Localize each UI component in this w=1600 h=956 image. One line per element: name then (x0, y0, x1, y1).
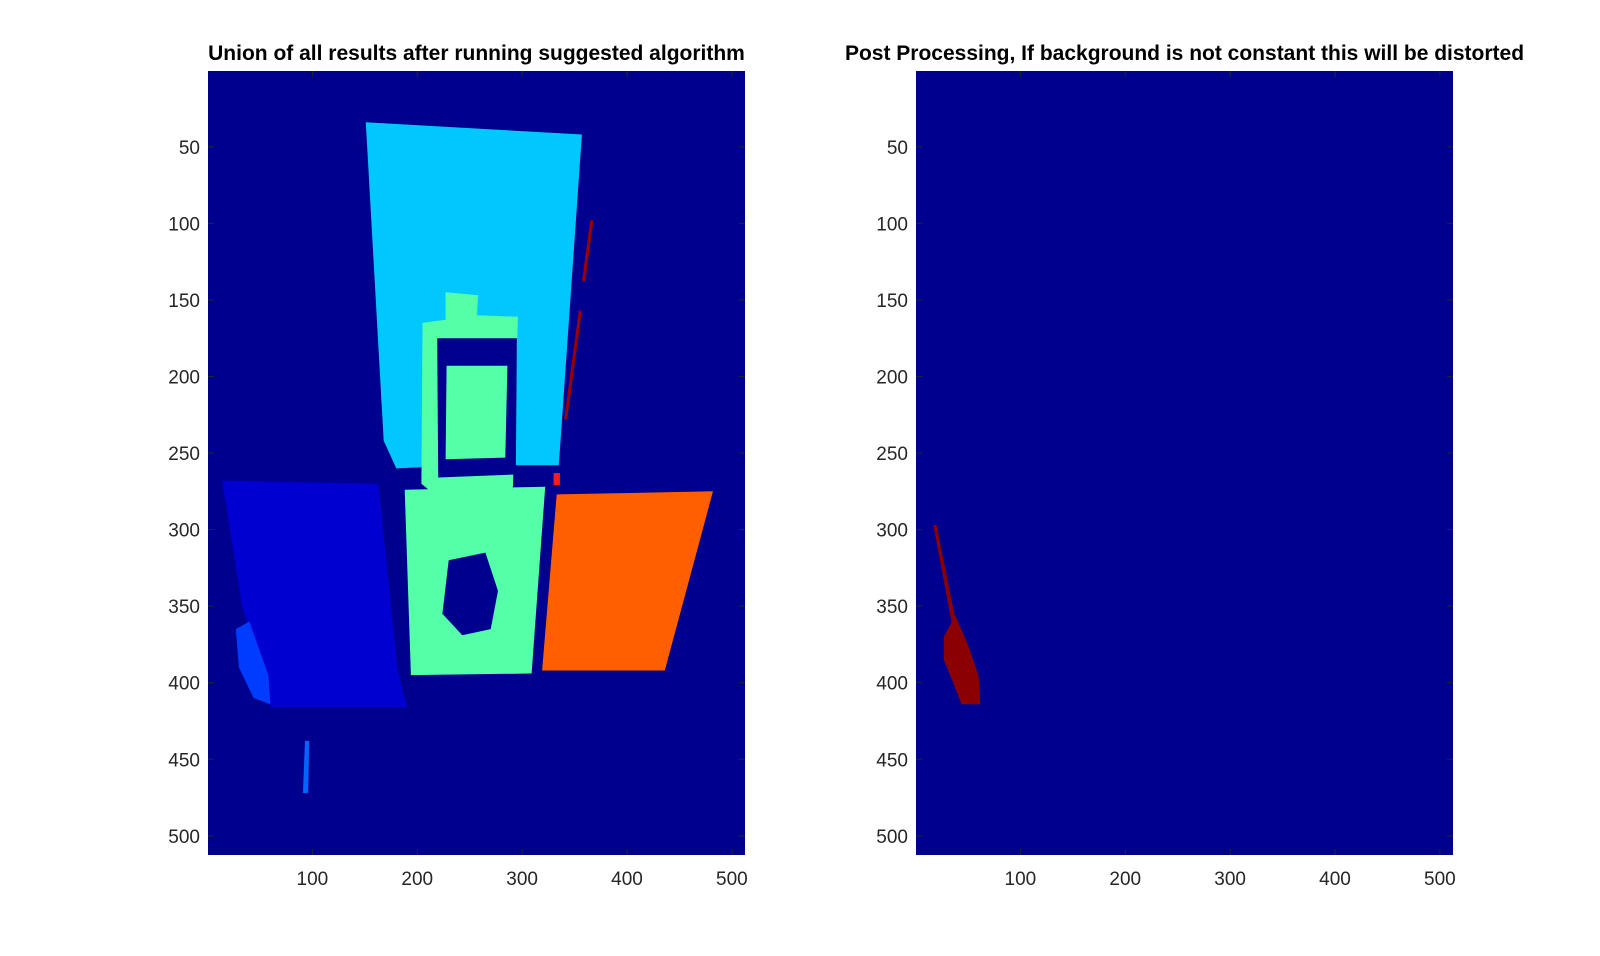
chart-title: Post Processing, If background is not co… (845, 42, 1524, 65)
y-tick-label: 500 (168, 827, 200, 848)
heatmap-region-left-panel-edge (235, 621, 271, 705)
heatmap-region-left-panel (222, 480, 407, 708)
x-tick-label: 300 (1214, 869, 1246, 890)
y-tick-label: 500 (876, 827, 908, 848)
heatmap-region-marker (553, 473, 560, 486)
x-tick-label: 200 (401, 869, 433, 890)
y-tick-label: 250 (876, 444, 908, 465)
y-tick-label: 400 (876, 674, 908, 695)
heatmap-region-sign-lettering (445, 365, 508, 460)
y-tick-label: 100 (168, 214, 200, 235)
x-tick-label: 400 (611, 869, 643, 890)
heatmap-region-streak (933, 525, 958, 631)
x-tick-label: 500 (716, 869, 748, 890)
x-tick-label: 200 (1109, 869, 1141, 890)
right-heatmap-panel: 100 200 300 400 500 50 100 150 200 250 300 350 400 45… (845, 42, 1524, 890)
heatmap-region-small-blob (302, 740, 310, 793)
y-tick-label: 50 (179, 138, 200, 159)
y-tick-label: 250 (168, 444, 200, 465)
x-tick-label: 400 (1319, 869, 1351, 890)
y-tick-label: 350 (168, 597, 200, 618)
y-tick-label: 300 (168, 521, 200, 542)
y-tick-label: 350 (876, 597, 908, 618)
heatmap-region-streak-2 (564, 310, 582, 420)
y-tick-label: 300 (876, 521, 908, 542)
heatmap-region-right-panel (542, 491, 713, 671)
y-tick-label: 450 (876, 750, 908, 771)
x-tick-label: 500 (1424, 869, 1456, 890)
x-tick-label: 300 (506, 869, 538, 890)
y-tick-label: 50 (887, 138, 908, 159)
y-tick-label: 200 (168, 367, 200, 388)
heatmap-region-cluster (943, 615, 981, 705)
y-tick-label: 400 (168, 674, 200, 695)
y-tick-label: 150 (876, 291, 908, 312)
left-heatmap-panel: 100 200 300 400 500 50 100 150 200 250 300 350 400 45… (168, 42, 747, 890)
heatmap-region-streak-1 (581, 220, 594, 282)
y-tick-label: 200 (876, 367, 908, 388)
x-tick-label: 100 (1005, 869, 1037, 890)
x-tick-label: 100 (297, 869, 329, 890)
y-tick-label: 100 (876, 214, 908, 235)
heatmap-background (916, 71, 1453, 855)
chart-title: Union of all results after running sugge… (208, 42, 745, 65)
heatmap-region-sign-hole (442, 552, 498, 636)
y-tick-label: 450 (168, 750, 200, 771)
y-tick-label: 150 (168, 291, 200, 312)
